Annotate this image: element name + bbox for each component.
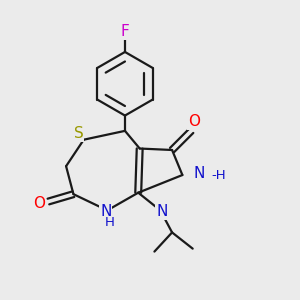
Text: H: H [105,216,115,229]
Text: F: F [121,24,129,39]
Text: O: O [33,196,45,211]
Text: N: N [194,166,205,181]
Text: S: S [74,126,83,141]
Text: N: N [100,204,112,219]
Text: -H: -H [211,169,226,182]
Text: O: O [188,114,200,129]
Text: N: N [156,204,167,219]
